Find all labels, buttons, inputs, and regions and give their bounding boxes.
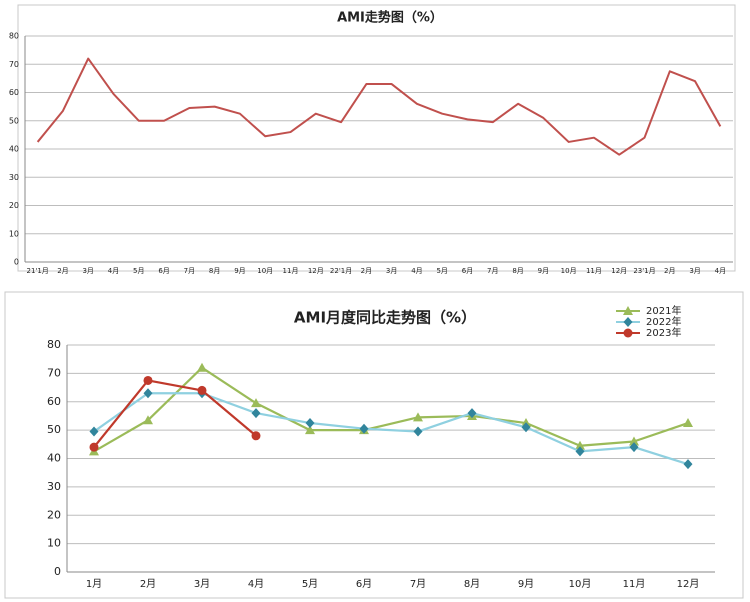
line [36,57,722,156]
y-tick-label: 70 [47,366,61,379]
x-tick-label: 12月 [308,267,324,275]
marker [251,408,261,419]
x-tick-label: 2月 [361,267,372,275]
x-tick-label: 4月 [411,267,422,275]
marker [575,440,585,450]
legend-marker [623,306,633,315]
x-tick-label: 10月 [569,578,592,590]
x-tick-label: 10月 [561,267,577,275]
x-tick-label: 21'1月 [26,267,48,275]
x-tick-label: 3月 [386,267,397,275]
x-tick-label: 1月 [86,578,102,590]
marker [629,436,639,446]
y-tick-label: 70 [9,60,19,69]
marker [629,442,639,453]
marker [413,426,423,437]
x-tick-label: 9月 [234,267,245,275]
y-tick-label: 20 [9,201,19,210]
y-tick-label: 60 [9,88,19,97]
x-tick-label: 12月 [611,267,627,275]
y-tick-label: 60 [47,395,61,408]
x-tick-label: 5月 [133,267,144,275]
x-tick-label: 3月 [194,578,210,590]
x-tick-label: 11月 [586,267,602,275]
y-tick-label: 30 [47,480,61,493]
x-tick-label: 6月 [356,578,372,590]
y-tick-label: 0 [54,565,61,578]
marker [683,459,693,470]
legend-marker [623,328,633,338]
y-tick-label: 50 [47,423,61,436]
x-tick-label: 2月 [57,267,68,275]
x-tick-label: 4月 [248,578,264,590]
legend-label: 2022年 [646,315,681,328]
x-tick-label: 2月 [664,267,675,275]
marker [143,388,153,399]
marker [197,362,207,372]
x-tick-label: 11月 [283,267,299,275]
x-tick-label: 8月 [512,267,523,275]
legend-label: 2021年 [646,304,681,317]
x-tick-label: 7月 [410,578,426,590]
x-tick-label: 5月 [302,578,318,590]
x-tick-label: 3月 [689,267,700,275]
y-tick-label: 0 [14,258,19,267]
y-tick-label: 40 [47,452,61,465]
marker [197,385,207,395]
marker [143,375,153,385]
marker [305,418,315,429]
marker [89,442,99,452]
line [93,379,257,448]
line [93,366,689,453]
panel [17,4,736,272]
chart-title: AMI走势图（%） [337,10,443,26]
x-tick-label: 3月 [82,267,93,275]
marker [413,412,423,422]
x-tick-label: 6月 [462,267,473,275]
x-tick-label: 2月 [140,578,156,590]
y-tick-label: 40 [9,145,19,154]
x-tick-label: 11月 [623,578,646,590]
x-tick-label: 10月 [257,267,273,275]
y-tick-label: 10 [9,229,19,238]
x-tick-label: 5月 [436,267,447,275]
marker [521,422,531,433]
y-tick-label: 20 [47,508,61,521]
marker [575,446,585,457]
x-tick-label: 4月 [108,267,119,275]
x-tick-label: 23'1月 [633,267,655,275]
x-tick-label: 9月 [518,578,534,590]
marker [359,423,369,434]
x-tick-label: 12月 [677,578,700,590]
chart-title: AMI月度同比走势图（%） [294,309,476,327]
marker [251,398,261,408]
y-tick-label: 10 [47,537,61,550]
x-tick-label: 8月 [464,578,480,590]
x-tick-label: 4月 [715,267,726,275]
x-tick-label: 7月 [184,267,195,275]
marker [305,425,315,435]
panel [4,291,744,599]
legend-marker [623,317,633,327]
y-tick-label: 50 [9,116,19,125]
x-tick-label: 6月 [158,267,169,275]
x-tick-label: 9月 [538,267,549,275]
marker [683,418,693,428]
x-tick-label: 22'1月 [330,267,352,275]
x-tick-label: 7月 [487,267,498,275]
y-tick-label: 80 [9,32,19,41]
line [93,392,689,466]
marker [251,431,261,441]
y-tick-label: 30 [9,173,19,182]
marker [467,408,477,419]
marker [143,415,153,425]
y-tick-label: 80 [47,338,61,351]
legend-label: 2023年 [646,326,681,339]
marker [89,426,99,437]
x-tick-label: 8月 [209,267,220,275]
